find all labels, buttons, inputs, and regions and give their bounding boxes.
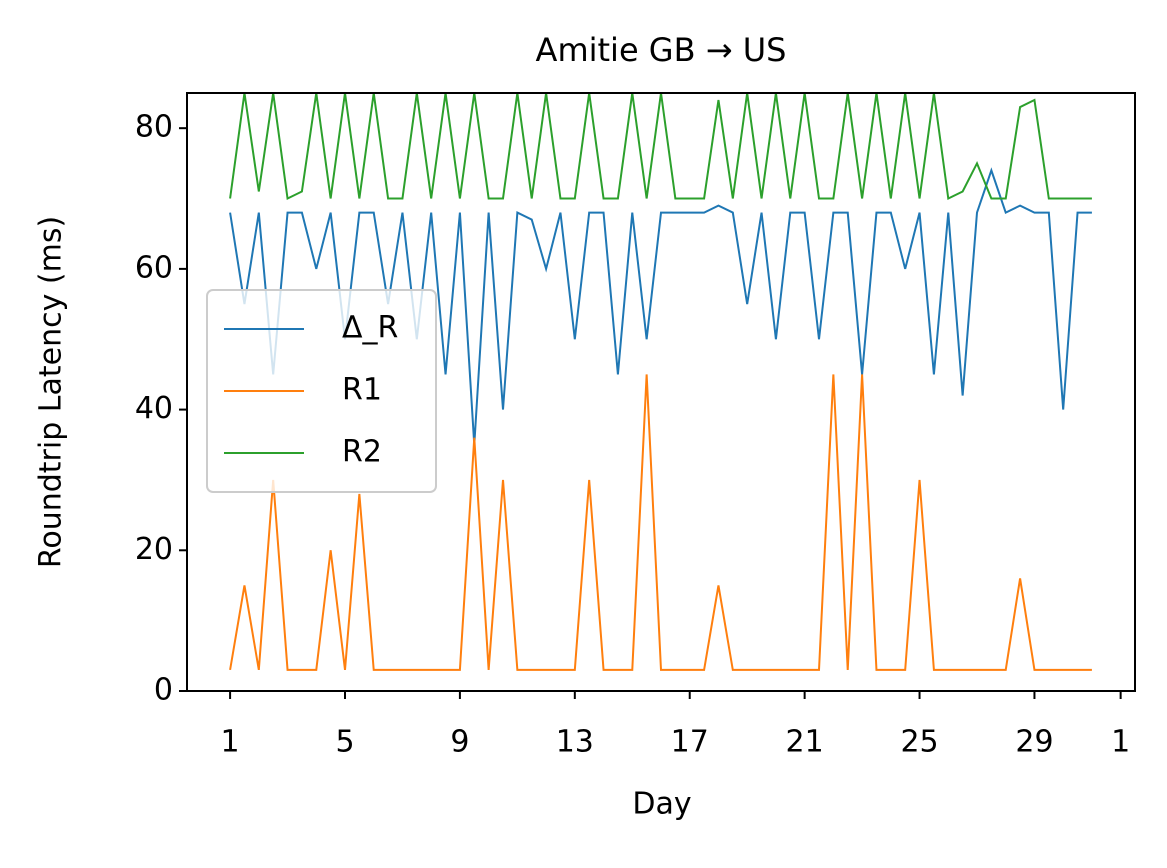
line-series xyxy=(229,93,1092,201)
legend-label: R1 xyxy=(342,373,382,408)
legend-label: R2 xyxy=(342,435,382,470)
y-tick-label: 80 xyxy=(135,110,173,145)
chart-title: Amitie GB → US xyxy=(536,31,787,69)
x-tick-label: 5 xyxy=(335,725,354,760)
y-tick-label: 40 xyxy=(135,391,173,426)
axes-frame xyxy=(186,92,1136,692)
y-tick-label: 60 xyxy=(135,250,173,285)
x-tick-label: 1 xyxy=(1111,725,1130,760)
x-tick-label: 17 xyxy=(671,725,709,760)
y-tick-label: 0 xyxy=(154,673,173,708)
y-tick-label: 20 xyxy=(135,532,173,567)
x-tick-label: 9 xyxy=(450,725,469,760)
legend: Δ_R R1 R2 xyxy=(206,289,437,493)
legend-label: Δ_R xyxy=(342,311,398,346)
x-tick-label: 25 xyxy=(900,725,938,760)
y-axis-label: Roundtrip Latency (ms) xyxy=(34,216,69,568)
x-tick-label: 29 xyxy=(1015,725,1053,760)
line-series xyxy=(229,374,1092,671)
x-tick-label: 13 xyxy=(556,725,594,760)
x-tick-label: 21 xyxy=(786,725,824,760)
x-tick-label: 1 xyxy=(221,725,240,760)
legend-box xyxy=(206,289,437,493)
plot-area xyxy=(229,93,1092,671)
line-series xyxy=(229,167,1092,445)
x-axis-label: Day xyxy=(632,787,691,822)
